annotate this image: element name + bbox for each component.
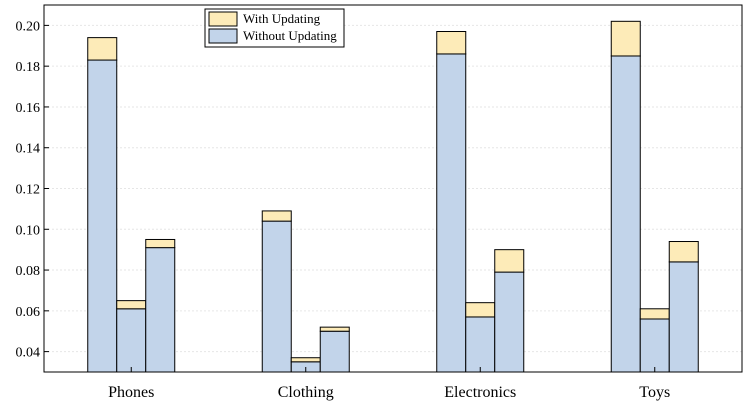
legend-label: With Updating bbox=[243, 11, 321, 26]
x-category-label: Electronics bbox=[444, 384, 516, 401]
bar-with-updating bbox=[261, 210, 292, 222]
y-tick-label: 0.20 bbox=[16, 19, 41, 34]
bar-with-updating bbox=[116, 300, 147, 310]
bar-with-updating bbox=[668, 241, 699, 263]
bar-with-updating bbox=[610, 20, 641, 57]
legend: With Updating Without Updating bbox=[204, 8, 345, 48]
y-tick-label: 0.06 bbox=[16, 305, 41, 320]
bars-layer bbox=[87, 20, 699, 373]
legend-swatch bbox=[208, 28, 238, 44]
bar-with-updating bbox=[319, 326, 350, 332]
bar-with-updating bbox=[290, 357, 321, 363]
bar-without-updating bbox=[465, 316, 496, 373]
bar-without-updating bbox=[145, 247, 176, 373]
bar-without-updating bbox=[639, 318, 670, 373]
y-tick-label: 0.10 bbox=[16, 223, 41, 238]
bar-with-updating bbox=[639, 308, 670, 320]
y-tick-label: 0.12 bbox=[16, 183, 41, 198]
x-category-label: Toys bbox=[639, 384, 670, 401]
y-tick-label: 0.14 bbox=[16, 142, 41, 157]
legend-swatch bbox=[208, 11, 238, 27]
plot-frame bbox=[43, 4, 743, 373]
x-category-label: Phones bbox=[108, 384, 154, 401]
y-tick-label: 0.08 bbox=[16, 264, 41, 279]
legend-label: Without Updating bbox=[243, 28, 337, 43]
bar-with-updating bbox=[436, 31, 467, 55]
bar-without-updating bbox=[319, 330, 350, 373]
bar-without-updating bbox=[116, 308, 147, 373]
bar-with-updating bbox=[494, 249, 525, 273]
bar-without-updating bbox=[668, 261, 699, 373]
axis-layer: 0.04 0.06 0.08 0.10 0.12 0.14 0.16 0.18 0.20 Phon… bbox=[16, 4, 743, 401]
bar-without-updating bbox=[87, 59, 118, 373]
y-tick-label: 0.16 bbox=[16, 101, 41, 116]
bar-without-updating bbox=[436, 53, 467, 373]
bar-without-updating bbox=[261, 220, 292, 373]
bar-with-updating bbox=[87, 37, 118, 61]
bar-without-updating bbox=[494, 271, 525, 373]
y-tick-label: 0.04 bbox=[16, 346, 41, 361]
bar-with-updating bbox=[145, 238, 176, 249]
y-tick-label: 0.18 bbox=[16, 60, 41, 75]
bar-with-updating bbox=[465, 302, 496, 318]
x-category-label: Clothing bbox=[278, 384, 334, 401]
bar-without-updating bbox=[610, 55, 641, 373]
